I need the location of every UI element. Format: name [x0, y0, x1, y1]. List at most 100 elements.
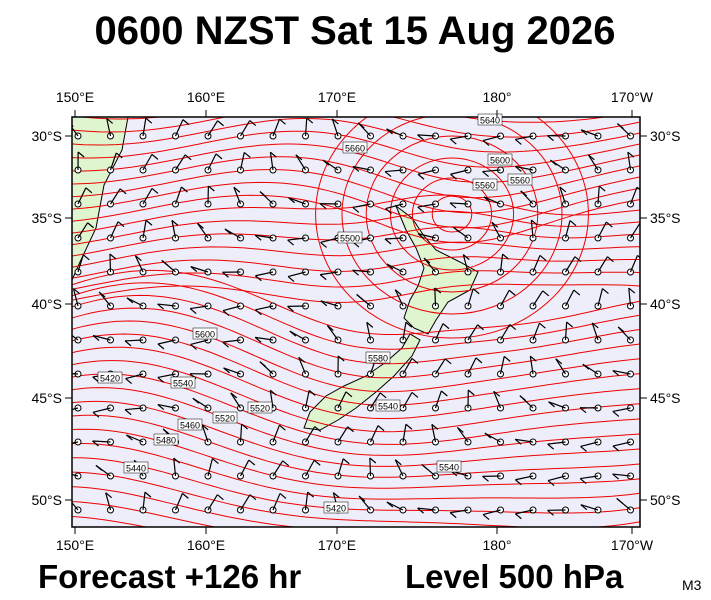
wind-barb [287, 237, 306, 241]
contour-label: 5560 [510, 176, 530, 186]
wind-barb [304, 118, 308, 137]
wind-barb [394, 459, 404, 477]
wind-barb [190, 305, 209, 310]
contour-label-box [337, 231, 363, 244]
wind-barb [171, 219, 179, 226]
wind-barb [320, 237, 339, 244]
wind-barb [337, 391, 347, 409]
lat-label: 45°S [31, 390, 62, 406]
wind-barb [322, 159, 330, 166]
wind-barb [629, 186, 638, 205]
wind-barb [255, 271, 274, 277]
wind-barb [124, 409, 132, 416]
wind-barb [434, 390, 442, 409]
wind-barb [580, 504, 588, 511]
contour-line [72, 501, 218, 527]
wind-barb [509, 324, 517, 331]
wind-barb [579, 407, 587, 414]
wind-barb [279, 492, 287, 499]
wind-barb [627, 151, 635, 158]
wind-barb [171, 220, 177, 239]
wind-barb [174, 186, 182, 205]
wind-barb [564, 321, 568, 341]
wind-barb [384, 237, 404, 240]
wind-barb [411, 357, 419, 364]
contour-label-box [375, 399, 401, 412]
wind-barb [467, 288, 474, 307]
wind-barb [239, 152, 245, 171]
wind-barb [449, 138, 457, 145]
wind-barb [402, 424, 407, 443]
wind-barb [105, 492, 112, 511]
wind-barb [394, 459, 402, 466]
wind-barb [386, 128, 404, 137]
wind-barb [639, 223, 640, 224]
wind-barb [508, 289, 516, 296]
wind-barb [417, 134, 424, 141]
wind-barb [499, 356, 505, 375]
model-label: M3 [682, 577, 702, 593]
wind-barb [503, 355, 511, 362]
wind-barb [532, 255, 541, 273]
contour-line [72, 387, 640, 456]
wind-barb [515, 513, 522, 520]
wind-barb [174, 493, 184, 511]
wind-barb [157, 339, 176, 345]
wind-barb [270, 151, 277, 158]
wind-barb [126, 297, 144, 307]
wind-barb [550, 159, 557, 166]
wind-barb [499, 254, 504, 273]
wind-barb [306, 117, 314, 124]
wind-barb [217, 120, 224, 127]
wind-barb [491, 221, 502, 239]
wind-barb [580, 504, 599, 511]
lat-label: 40°S [650, 296, 681, 312]
wind-barb [269, 152, 274, 171]
wind-barb [453, 226, 460, 233]
wind-barb [72, 473, 79, 477]
contour-label: 5640 [480, 116, 500, 126]
wind-barb [417, 233, 425, 240]
wind-barb [574, 256, 582, 263]
wind-barb [612, 473, 619, 480]
wind-barb [92, 407, 111, 413]
wind-barb [272, 424, 280, 443]
wind-barb [233, 186, 241, 193]
wind-barb [319, 203, 327, 210]
contour-line [365, 135, 539, 293]
wind-barb [249, 120, 257, 127]
wind-barb [345, 391, 353, 398]
wind-barb [72, 288, 79, 307]
contour-line [72, 181, 640, 229]
map-frame [71, 116, 641, 528]
wind-barb [602, 288, 609, 295]
contour-label: 5460 [180, 421, 200, 431]
contour-label: 5580 [368, 354, 388, 364]
wind-barb [417, 507, 436, 511]
wind-barb [548, 401, 555, 408]
contour-line [72, 117, 640, 138]
wind-barb [207, 120, 219, 137]
wind-barb [612, 370, 620, 376]
contour-label-box [507, 173, 533, 186]
wind-barb [313, 459, 321, 466]
contour-label-box [97, 371, 123, 384]
wind-barb [548, 401, 566, 409]
wind-barb [304, 492, 309, 511]
wind-barb [72, 372, 79, 375]
wind-barb [449, 202, 469, 205]
wind-barb [239, 459, 250, 477]
wind-barb [405, 321, 413, 328]
lon-label: 150°E [56, 89, 94, 105]
wind-barb [304, 459, 315, 477]
wind-barb [612, 369, 631, 375]
wind-barb [530, 219, 538, 226]
wind-barb [417, 233, 436, 239]
wind-barb [72, 407, 79, 411]
wind-barb [288, 197, 306, 205]
map-title: 0600 NZST Sat 15 Aug 2026 [95, 9, 616, 53]
contour-label-box [487, 153, 513, 166]
wind-barb [386, 501, 394, 508]
wind-barb [109, 253, 112, 273]
